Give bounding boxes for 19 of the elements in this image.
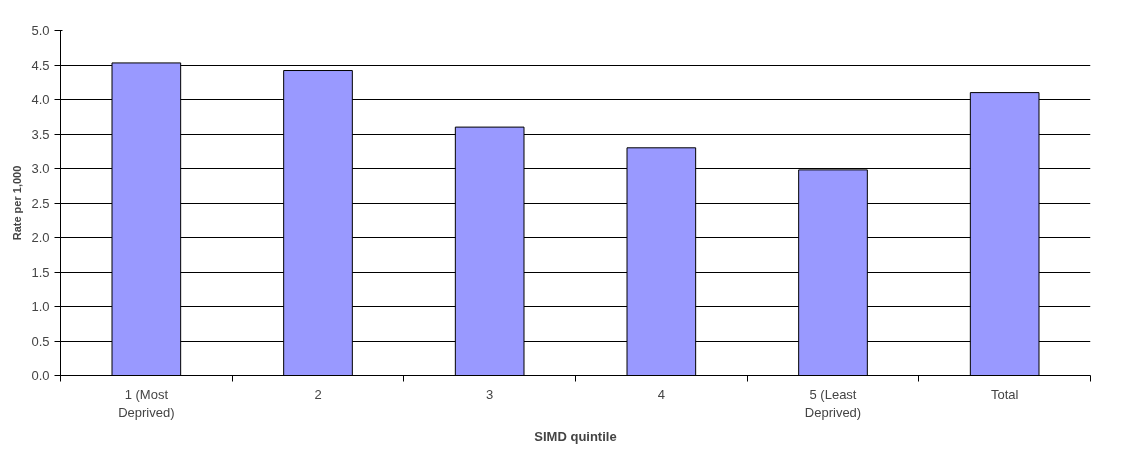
y-tick-label: 3.5 [31,126,50,142]
y-tick-label: 1.5 [31,264,50,280]
y-tick-label: 2.0 [31,230,50,245]
x-axis-title: SIMD quintile [534,428,617,444]
y-axis-title: Rate per 1,000 [11,165,24,241]
y-tick-label: 4.5 [31,57,50,73]
x-tick-label: 2 [314,386,322,402]
x-tick-label: 5 (Least Deprived) [804,386,862,420]
y-tick-label: 3.0 [31,161,50,176]
y-tick-label: 2.5 [31,195,50,211]
y-tick-label: 1.0 [31,299,50,314]
y-tick-label: 0.0 [31,368,50,383]
y-tick-label: 0.5 [31,333,50,349]
x-tick-label: 1 (Most Deprived) [118,386,175,420]
x-tick-label: 3 [486,386,494,402]
y-tick-label: 5.0 [31,23,50,38]
y-tick-label: 4.0 [31,92,50,107]
x-tick-label: 4 [657,386,665,402]
x-tick-label: Total [990,386,1019,402]
